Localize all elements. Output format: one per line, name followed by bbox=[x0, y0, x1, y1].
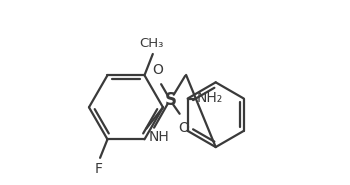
Text: O: O bbox=[178, 121, 189, 135]
Text: NH: NH bbox=[148, 130, 169, 144]
Text: CH₃: CH₃ bbox=[140, 37, 164, 50]
Text: F: F bbox=[94, 162, 102, 176]
Text: S: S bbox=[164, 91, 176, 109]
Text: O: O bbox=[152, 63, 163, 77]
Text: NH₂: NH₂ bbox=[197, 91, 223, 105]
